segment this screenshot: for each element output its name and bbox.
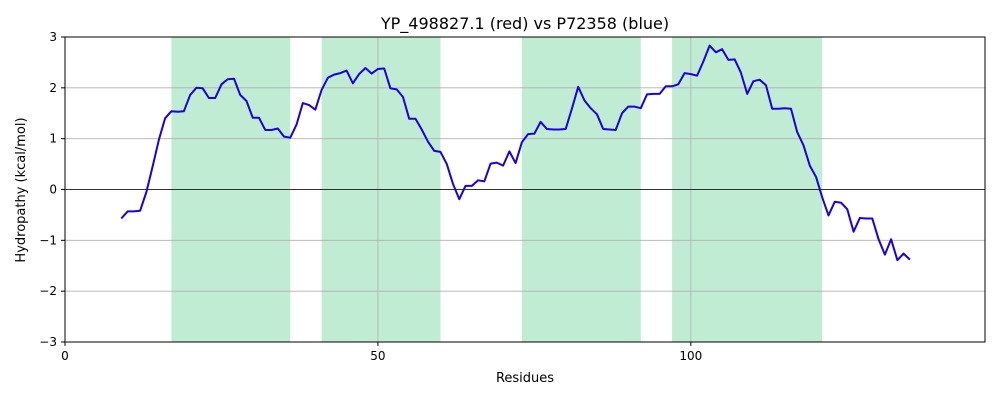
x-axis-label: Residues — [496, 371, 554, 386]
y-tick-label: −3 — [39, 335, 57, 349]
x-tick-label: 100 — [679, 349, 702, 363]
y-tick-label: 0 — [49, 183, 57, 197]
x-tick-label: 50 — [370, 349, 385, 363]
y-tick-label: −2 — [39, 284, 57, 298]
chart-title: YP_498827.1 (red) vs P72358 (blue) — [380, 14, 669, 34]
y-tick-label: 3 — [49, 30, 57, 44]
x-axis-ticks: 0 50 100 — [61, 342, 702, 363]
series-line — [120, 44, 911, 262]
x-tick-label: 0 — [61, 349, 69, 363]
y-tick-label: 2 — [49, 81, 57, 95]
y-axis-ticks: −3 −2 −1 0 1 2 3 — [39, 30, 65, 349]
y-tick-label: 1 — [49, 132, 57, 146]
y-tick-label: −1 — [39, 233, 57, 247]
y-axis-label: Hydropathy (kcal/mol) — [14, 117, 29, 262]
series-layer — [120, 44, 911, 262]
